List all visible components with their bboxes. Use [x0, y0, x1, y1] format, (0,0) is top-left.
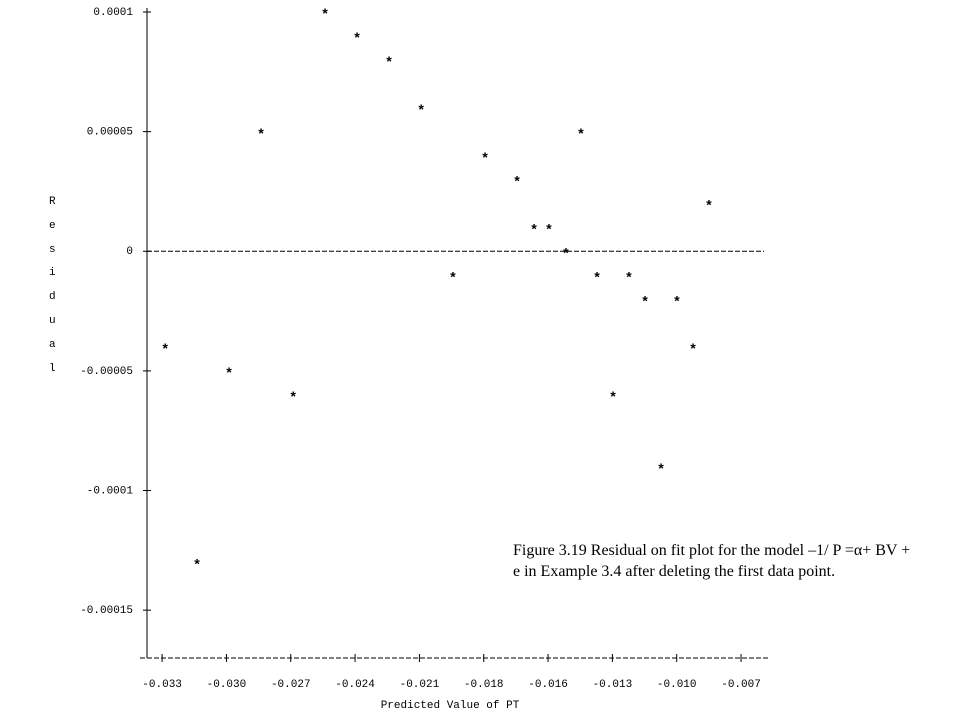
point: *: [321, 8, 329, 24]
x-tick-label: -0.007: [721, 679, 761, 691]
x-tick-label: -0.027: [271, 679, 311, 691]
point: *: [193, 558, 201, 574]
x-axis-label: Predicted Value of PT: [381, 700, 520, 712]
point: *: [513, 175, 521, 191]
point: *: [545, 223, 553, 239]
x-tick-label: -0.010: [657, 679, 697, 691]
point: *: [593, 271, 601, 287]
point: *: [705, 199, 713, 215]
point: *: [289, 391, 297, 407]
point: *: [161, 343, 169, 359]
point: *: [449, 271, 457, 287]
point: *: [673, 295, 681, 311]
x-tick-label: -0.030: [207, 679, 247, 691]
point: *: [417, 103, 425, 119]
point: *: [353, 32, 361, 48]
y-tick-label: -0.00015: [80, 605, 133, 617]
figure-caption: Figure 3.19 Residual on fit plot for the…: [513, 542, 911, 580]
y-tick-label: 0: [126, 246, 133, 258]
y-tick-label: 0.00005: [87, 127, 133, 139]
point: *: [689, 343, 697, 359]
point: *: [609, 391, 617, 407]
point: *: [257, 127, 265, 143]
x-tick-label: -0.024: [335, 679, 375, 691]
x-tick-label: -0.016: [528, 679, 568, 691]
y-tick-label: -0.00005: [80, 366, 133, 378]
x-tick-label: -0.013: [593, 679, 633, 691]
point: *: [641, 295, 649, 311]
point: *: [625, 271, 633, 287]
point: *: [562, 247, 570, 263]
point: *: [225, 367, 233, 383]
point: *: [577, 127, 585, 143]
point: *: [481, 151, 489, 167]
x-tick-label: -0.018: [464, 679, 504, 691]
point: *: [385, 56, 393, 72]
point: *: [657, 462, 665, 478]
point: *: [530, 223, 538, 239]
x-tick-label: -0.021: [400, 679, 440, 691]
x-tick-label: -0.033: [142, 679, 182, 691]
y-axis-label: Residual: [49, 196, 56, 375]
y-tick-label: 0.0001: [93, 7, 133, 19]
y-tick-label: -0.0001: [87, 485, 134, 497]
